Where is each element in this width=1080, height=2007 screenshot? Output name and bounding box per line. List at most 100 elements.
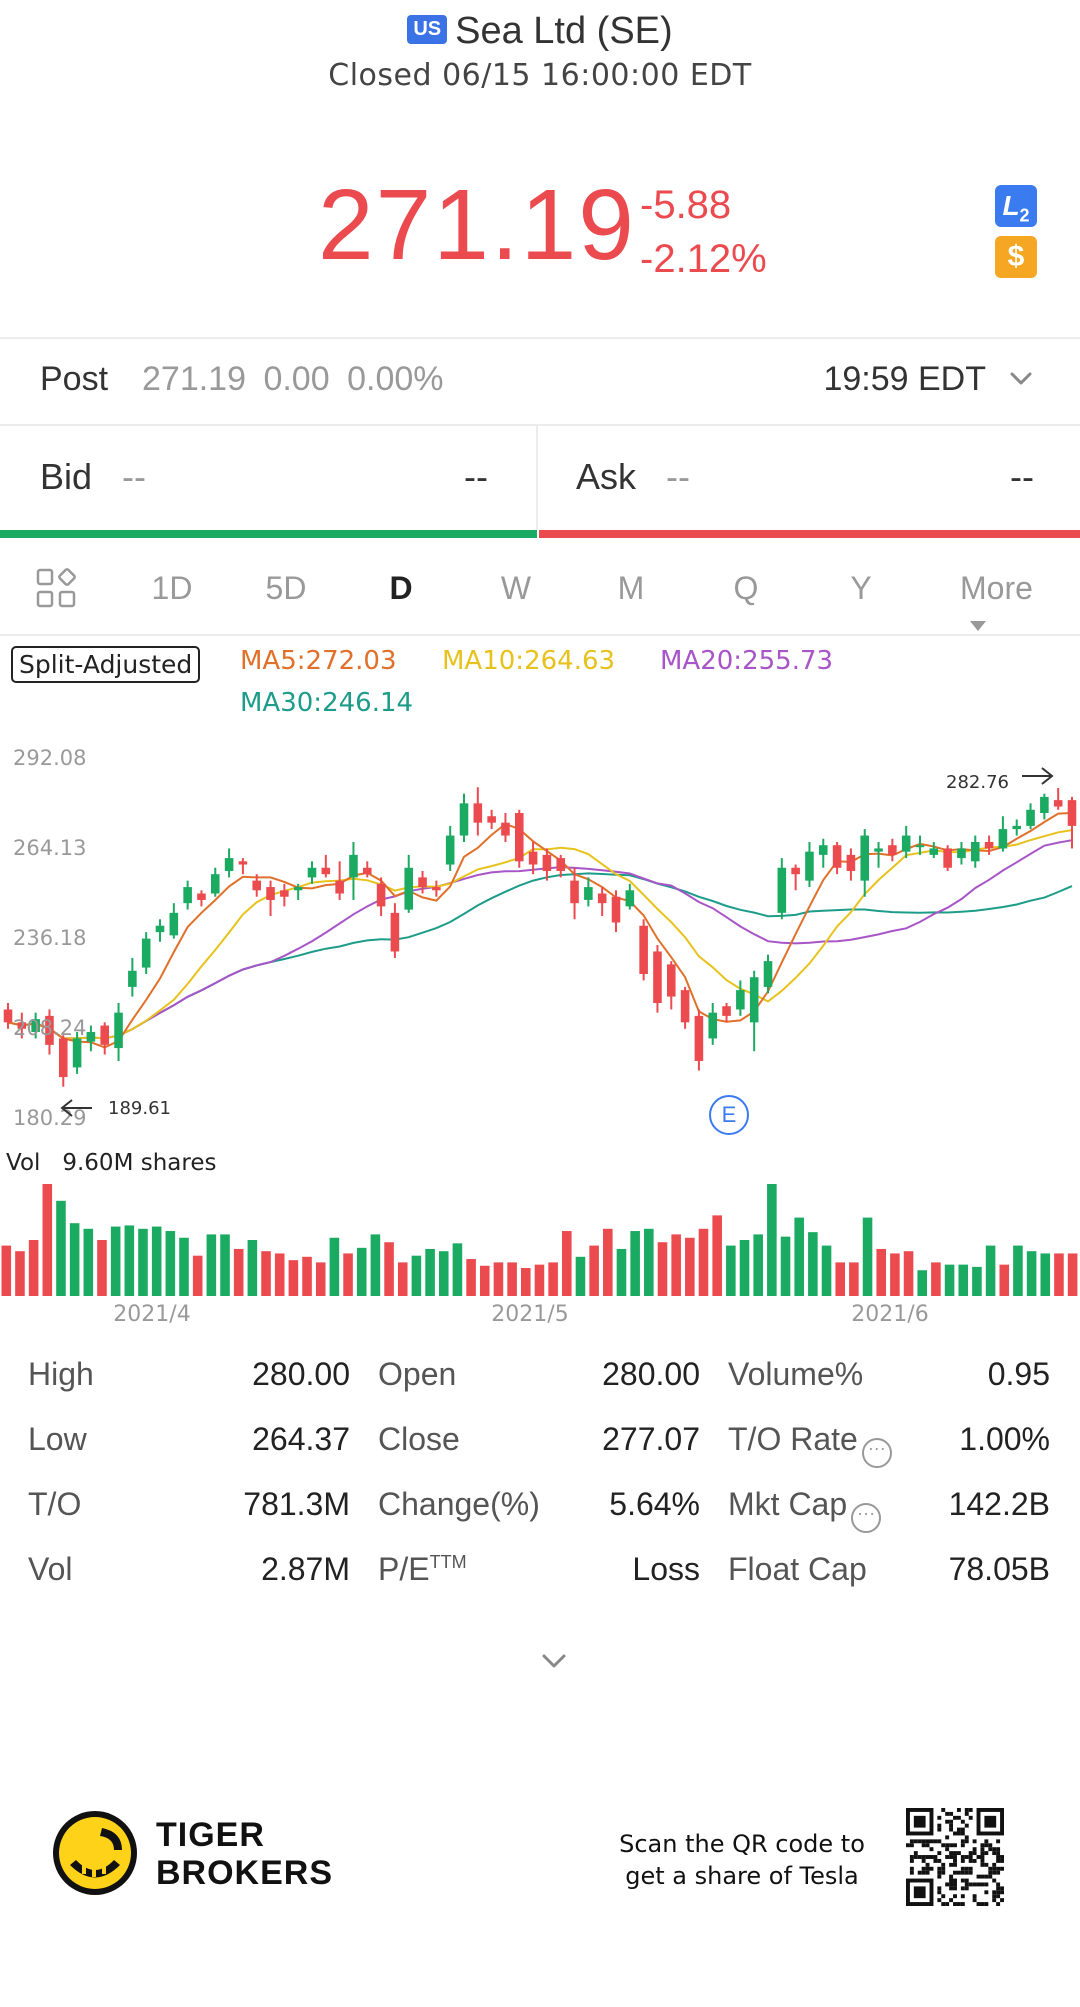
min-price-label: 189.61 [108, 1098, 171, 1119]
volume-bar [657, 1242, 668, 1296]
candlestick-chart[interactable]: 292.08 264.13 236.18 208.24 180.29 282.7… [0, 740, 1080, 1160]
volume-bar [56, 1200, 66, 1296]
stat-label-with-info: T/O Rate ··· [728, 1421, 892, 1468]
candle-body [390, 912, 400, 952]
grid-icon[interactable] [36, 568, 76, 608]
candle [252, 874, 262, 897]
candle [998, 816, 1008, 852]
candle-body [252, 880, 262, 891]
volume-bar [206, 1234, 217, 1296]
x-tick: 2021/6 [851, 1302, 929, 1327]
candle-body [805, 851, 814, 881]
ma5-label: MA5:272.03 [240, 646, 397, 676]
candle-body [998, 829, 1008, 849]
candle-body [280, 890, 289, 897]
tab-q[interactable]: Q [733, 570, 759, 606]
candle-body [72, 1038, 82, 1068]
stat-label: Change(%) [378, 1486, 540, 1522]
candle-body [376, 883, 386, 907]
volume-bar [438, 1251, 449, 1296]
candle-body [224, 858, 234, 871]
stat-label: Volume% [728, 1356, 864, 1392]
divider [0, 424, 1080, 426]
chevron-down-icon[interactable] [1006, 364, 1036, 394]
candle-body [666, 964, 676, 997]
candle-body [3, 1009, 13, 1023]
level2-icon[interactable]: L2 [995, 185, 1037, 227]
volume-bar [425, 1248, 435, 1296]
max-price-label: 282.76 [946, 772, 1009, 793]
stock-name: Sea Ltd (SE) [455, 10, 673, 52]
more-info-icon[interactable]: ··· [851, 1503, 882, 1533]
stat-value: 280.00 [252, 1356, 350, 1392]
post-market-row[interactable]: Post 271.19 0.00 0.00% 19:59 EDT [0, 340, 1080, 424]
candle-body [915, 845, 925, 848]
volume-bar [520, 1268, 531, 1296]
candle [597, 887, 607, 917]
volume-label: Vol 9.60M shares [6, 1150, 216, 1176]
more-info-icon[interactable]: ··· [861, 1438, 892, 1468]
candle [1040, 793, 1049, 820]
expand-chevron-icon[interactable] [538, 1648, 570, 1676]
candle [307, 861, 317, 884]
volume-bar [821, 1245, 832, 1296]
promo-footer: TIGER BROKERS Scan the QR code to get a … [0, 1790, 1080, 1930]
candle-body [445, 835, 455, 865]
candle-body [155, 925, 165, 933]
bid-size: -- [464, 456, 488, 497]
candle-body [183, 887, 192, 904]
stat-label-with-info: Mkt Cap ··· [728, 1486, 882, 1533]
candle [58, 1035, 68, 1087]
ask-size: -- [1010, 456, 1034, 497]
tab-y[interactable]: Y [850, 570, 872, 606]
candle [1053, 788, 1063, 810]
tab-more[interactable]: More [960, 570, 1040, 644]
candle-body [901, 835, 911, 852]
candle [874, 841, 883, 868]
ma20-label: MA20:255.73 [660, 646, 834, 676]
candle [183, 880, 192, 910]
candle-body [266, 887, 275, 900]
ma30-label: MA30:246.14 [240, 688, 414, 718]
candle-body [929, 848, 939, 855]
stat-label: T/O Rate [728, 1421, 858, 1457]
candle-body [169, 912, 179, 936]
candle-body [307, 867, 317, 878]
split-adjusted-button[interactable]: Split-Adjusted [11, 646, 201, 683]
caret-down-icon [970, 621, 986, 631]
tab-m[interactable]: M [617, 570, 645, 606]
tab-d[interactable]: D [389, 570, 413, 606]
candle [224, 848, 234, 878]
candle-body [58, 1038, 68, 1078]
stat-label: Close [378, 1421, 460, 1457]
bid-ask-panel: Bid -- -- Ask -- -- [0, 426, 1080, 538]
candle-body [1026, 809, 1035, 826]
stat-label: Low [28, 1421, 87, 1457]
candle [528, 841, 538, 875]
tab-5d[interactable]: 5D [265, 570, 307, 606]
candle-body [404, 867, 414, 910]
volume-bar [671, 1234, 681, 1296]
candle-body [473, 803, 483, 823]
volume-bar [1040, 1253, 1051, 1296]
dollar-icon[interactable]: $ [995, 236, 1037, 278]
candle [694, 1009, 704, 1071]
volume-bar [315, 1262, 326, 1296]
candle-body [639, 925, 648, 975]
tab-w[interactable]: W [500, 570, 532, 606]
post-change: 0.00 [263, 360, 330, 398]
earnings-marker[interactable]: E [709, 1095, 749, 1135]
candle [487, 809, 496, 830]
tab-1d[interactable]: 1D [151, 570, 193, 606]
candle [957, 841, 966, 865]
candle-body [542, 854, 552, 871]
volume-bar [780, 1236, 791, 1296]
candle [128, 957, 137, 997]
candle-body [17, 1022, 27, 1029]
volume-bar [862, 1217, 873, 1296]
candle [17, 1012, 27, 1039]
y-tick: 236.18 [13, 926, 87, 950]
candle-body [128, 970, 137, 987]
candle-body [418, 877, 427, 888]
candle [473, 787, 483, 836]
